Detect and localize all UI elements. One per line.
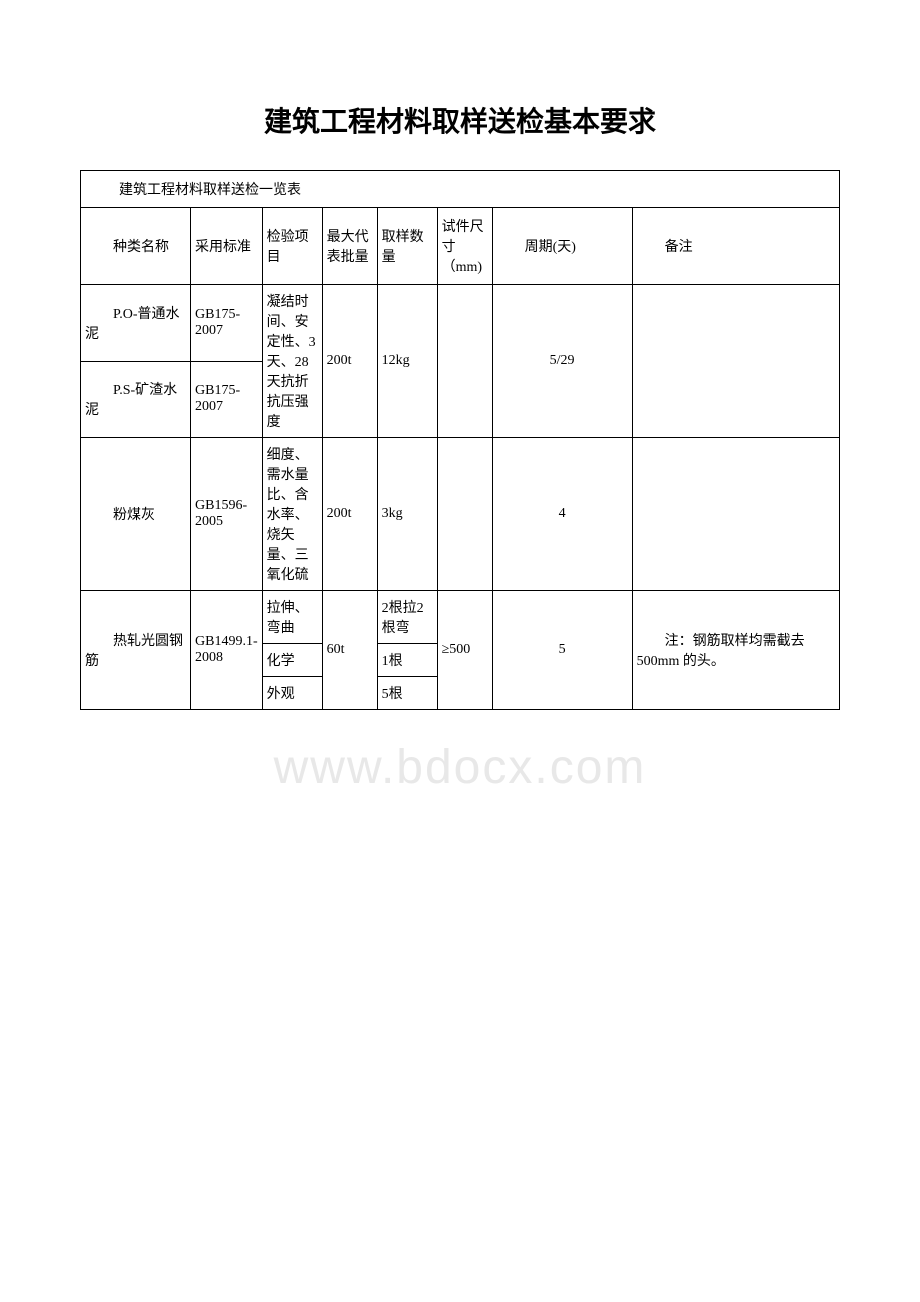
cell-max-batch: 200t [322,438,377,591]
header-sample-qty: 取样数量 [377,208,437,285]
header-name: 种类名称 [81,208,191,285]
page-title: 建筑工程材料取样送检基本要求 [80,100,840,140]
header-spec-size: 试件尺寸（mm) [437,208,492,285]
table-caption-row: 建筑工程材料取样送检一览表 [81,171,840,208]
cell-test-item: 细度、需水量比、含水率、烧矢量、三氧化硫 [262,438,322,591]
cell-sample-qty: 12kg [377,285,437,438]
cell-sample-qty: 1根 [377,644,437,677]
cell-remark [632,285,839,438]
table-caption: 建筑工程材料取样送检一览表 [81,171,840,208]
cell-name: 粉煤灰 [81,438,191,591]
cell-sample-qty: 5根 [377,677,437,710]
cell-remark: 注：钢筋取样均需截去500mm 的头。 [632,591,839,710]
cell-test-item: 外观 [262,677,322,710]
table-row: 热轧光圆钢筋 GB1499.1-2008 拉伸、弯曲 60t 2根拉2根弯 ≥5… [81,591,840,644]
cell-name: P.S-矿渣水泥 [81,361,191,438]
header-period: 周期(天) [492,208,632,285]
cell-period: 5 [492,591,632,710]
cell-period: 5/29 [492,285,632,438]
cell-test-item: 化学 [262,644,322,677]
table-row: 粉煤灰 GB1596-2005 细度、需水量比、含水率、烧矢量、三氧化硫 200… [81,438,840,591]
cell-name: P.O-普通水泥 [81,285,191,362]
cell-spec-size [437,438,492,591]
cell-name: 热轧光圆钢筋 [81,591,191,710]
cell-remark [632,438,839,591]
cell-standard: GB1499.1-2008 [191,591,263,710]
header-test-item: 检验项目 [262,208,322,285]
cell-spec-size [437,285,492,438]
cell-standard: GB175-2007 [191,361,263,438]
cell-max-batch: 200t [322,285,377,438]
cell-standard: GB175-2007 [191,285,263,362]
cell-max-batch: 60t [322,591,377,710]
cell-period: 4 [492,438,632,591]
header-remark: 备注 [632,208,839,285]
watermark: www.bdocx.com [274,740,647,795]
cell-standard: GB1596-2005 [191,438,263,591]
header-max-batch: 最大代表批量 [322,208,377,285]
materials-table: 建筑工程材料取样送检一览表 种类名称 采用标准 检验项目 最大代表批量 取样数量… [80,170,840,710]
cell-test-item: 凝结时间、安定性、3天、28天抗折抗压强度 [262,285,322,438]
cell-spec-size: ≥500 [437,591,492,710]
cell-sample-qty: 2根拉2根弯 [377,591,437,644]
table-header-row: 种类名称 采用标准 检验项目 最大代表批量 取样数量 试件尺寸（mm) 周期(天… [81,208,840,285]
cell-sample-qty: 3kg [377,438,437,591]
table-row: P.O-普通水泥 GB175-2007 凝结时间、安定性、3天、28天抗折抗压强… [81,285,840,362]
header-standard: 采用标准 [191,208,263,285]
cell-test-item: 拉伸、弯曲 [262,591,322,644]
